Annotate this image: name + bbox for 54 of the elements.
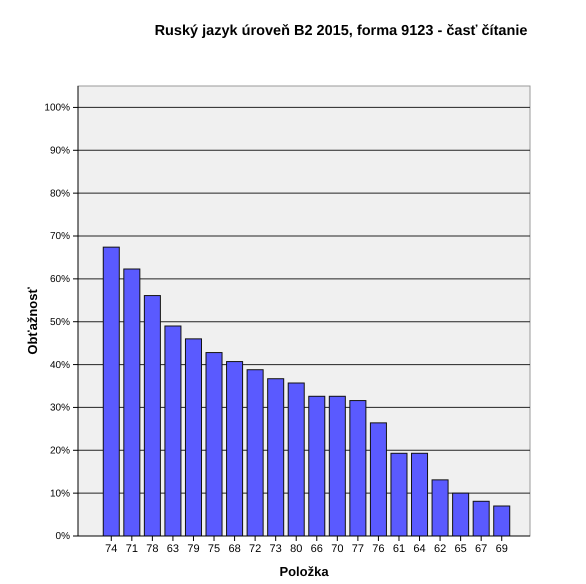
- x-tick-label: 73: [270, 542, 282, 555]
- bar: [206, 352, 223, 536]
- y-tick-label: 40%: [50, 360, 70, 371]
- x-tick-label: 68: [228, 542, 241, 555]
- x-tick-label: 69: [496, 542, 508, 555]
- y-tick-label: 80%: [50, 188, 70, 200]
- bar: [390, 452, 408, 536]
- bar: [328, 396, 346, 536]
- bar: [267, 378, 284, 536]
- bar: [493, 506, 510, 536]
- x-tick-label: 77: [352, 542, 364, 555]
- bar: [432, 479, 449, 536]
- y-tick-label: 60%: [50, 274, 70, 286]
- bar: [308, 396, 326, 536]
- bar: [472, 500, 490, 536]
- x-tick-label: 67: [475, 542, 488, 555]
- bar: [246, 369, 264, 536]
- x-axis-title: Položka: [279, 564, 330, 579]
- y-tick-label: 100%: [44, 102, 70, 114]
- bar: [288, 382, 305, 536]
- y-tick-label: 10%: [50, 488, 70, 500]
- y-tick-label: 70%: [50, 231, 70, 242]
- x-tick-label: 74: [105, 542, 118, 555]
- x-tick-label: 75: [208, 542, 220, 555]
- x-tick-label: 78: [146, 542, 158, 555]
- x-tick-label: 71: [126, 542, 138, 555]
- bar: [164, 326, 182, 536]
- y-tick-label: 30%: [50, 402, 70, 414]
- bar: [123, 268, 140, 536]
- bar: [370, 422, 387, 536]
- x-tick-label: 65: [454, 542, 467, 555]
- bar: [102, 246, 120, 536]
- x-tick-label: 61: [392, 542, 406, 555]
- x-tick-label: 76: [372, 542, 385, 555]
- y-axis-title: Obťažnosť: [25, 286, 40, 355]
- x-tick-label: 62: [434, 542, 446, 555]
- bar: [226, 361, 244, 536]
- y-tick-label: 50%: [50, 316, 70, 328]
- y-tick-label: 20%: [50, 445, 70, 456]
- x-tick-label: 79: [187, 542, 200, 555]
- chart-title: Ruský jazyk úroveň B2 2015, forma 9123 - časť čítanie: [154, 23, 528, 39]
- bar: [184, 338, 202, 536]
- bar: [349, 400, 366, 536]
- x-tick-label: 70: [331, 542, 344, 555]
- y-tick-label: 90%: [50, 145, 70, 156]
- bar: [144, 295, 161, 536]
- bar: [452, 492, 470, 536]
- x-tick-label: 66: [310, 542, 323, 555]
- x-tick-label: 63: [166, 542, 180, 555]
- x-tick-label: 64: [413, 542, 426, 555]
- y-tick-label: 0%: [56, 531, 70, 542]
- bar: [411, 452, 428, 536]
- x-tick-label: 72: [249, 542, 262, 555]
- x-tick-label: 80: [290, 542, 302, 555]
